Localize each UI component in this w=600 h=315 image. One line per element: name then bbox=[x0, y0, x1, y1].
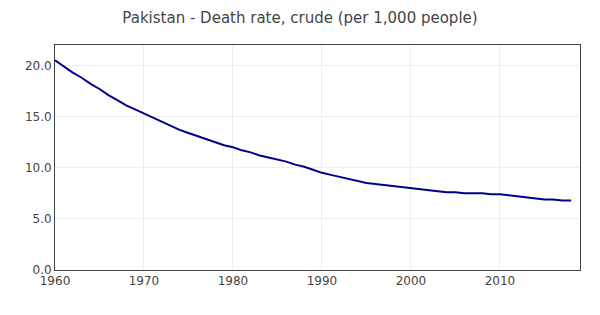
svg-text:1980: 1980 bbox=[218, 274, 249, 288]
svg-text:Pakistan - Death rate, crude (: Pakistan - Death rate, crude (per 1,000 … bbox=[122, 9, 477, 27]
svg-text:5.0: 5.0 bbox=[33, 212, 52, 226]
svg-text:2010: 2010 bbox=[485, 274, 516, 288]
svg-text:1970: 1970 bbox=[129, 274, 160, 288]
svg-text:1960: 1960 bbox=[40, 274, 71, 288]
svg-text:1990: 1990 bbox=[307, 274, 338, 288]
svg-text:2000: 2000 bbox=[396, 274, 427, 288]
svg-text:10.0: 10.0 bbox=[25, 161, 52, 175]
svg-text:15.0: 15.0 bbox=[25, 110, 52, 124]
svg-text:0.0: 0.0 bbox=[33, 263, 52, 277]
svg-text:20.0: 20.0 bbox=[25, 59, 52, 73]
